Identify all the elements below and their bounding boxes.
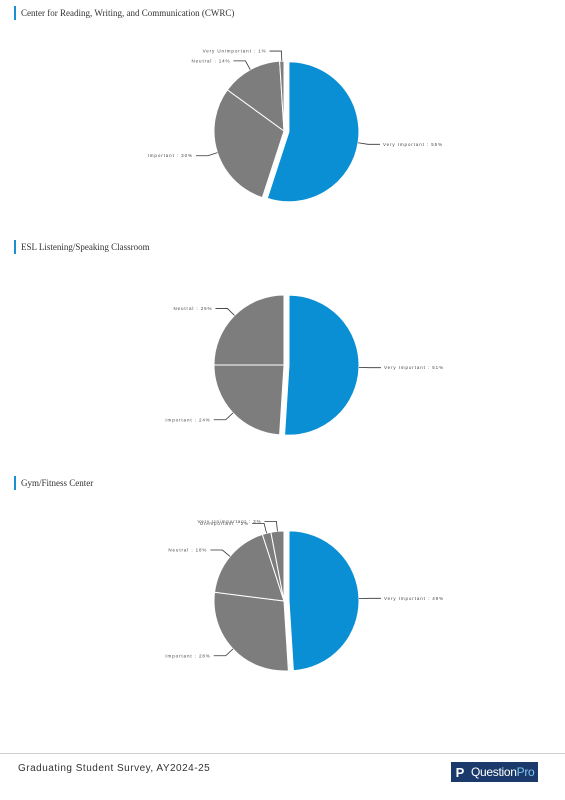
pie-slice-neutral <box>213 294 285 366</box>
slice-label-important: Important : 24% <box>165 417 210 422</box>
slice-label-very-important: Very Important : 51% <box>384 365 444 370</box>
leader-line-unimportant <box>252 523 267 534</box>
chart-title-cwrc: Center for Reading, Writing, and Communi… <box>14 6 234 20</box>
footer-divider <box>0 753 565 754</box>
pie-chart-gym: Very Important : 49% Important : 28% Neutr… <box>165 519 444 672</box>
pie-slice-very-important <box>284 294 360 436</box>
leader-line-important <box>213 412 234 421</box>
slice-label-very-important: Very Important : 55% <box>383 142 443 147</box>
leader-line-very-unimportant <box>269 50 283 62</box>
chart-title-gym: Gym/Fitness Center <box>14 476 93 490</box>
leader-line-very-important <box>358 142 380 145</box>
slice-label-neutral: Neutral : 14% <box>191 58 230 63</box>
slice-label-neutral: Neutral : 18% <box>168 548 207 553</box>
leader-line-neutral <box>233 60 251 70</box>
logo-text-pro: Pro <box>516 765 535 779</box>
slice-label-neutral: Neutral : 25% <box>173 306 212 311</box>
questionpro-logo: P QuestionPro <box>451 762 539 782</box>
pie-slice-important <box>213 364 285 436</box>
leader-line-neutral <box>210 549 231 557</box>
slice-label-important: Important : 28% <box>165 653 210 658</box>
pie-chart-cwrc: Very Important : 55% Important : 30% Neutr… <box>148 49 443 203</box>
logo-text: QuestionPro <box>469 762 539 782</box>
pie-slice-neutral <box>226 60 285 133</box>
slice-label-very-important: Very Important : 49% <box>384 596 444 601</box>
pie-slice-important <box>213 89 285 199</box>
logo-mark-icon: P <box>451 762 469 782</box>
leader-line-very-unimportant <box>264 520 278 532</box>
pie-slice-neutral <box>213 533 285 602</box>
footer-survey-title: Graduating Student Survey, AY2024-25 <box>18 763 211 774</box>
leader-line-important <box>213 648 234 657</box>
logo-text-question: Question <box>471 765 517 779</box>
pie-slice-very-important <box>266 61 360 203</box>
chart-section-cwrc: Center for Reading, Writing, and Communi… <box>0 6 565 226</box>
pie-slice-important <box>213 591 289 672</box>
leader-line-important <box>195 152 218 157</box>
chart-section-esl: ESL Listening/Speaking Classroom Very Im… <box>0 240 565 460</box>
slice-label-unimportant: Unimportant : 2% <box>200 521 249 526</box>
pie-slice-very-important <box>288 530 360 672</box>
chart-section-gym: Gym/Fitness Center Very Important : 49% I… <box>0 476 565 696</box>
slice-label-important: Important : 30% <box>148 153 193 158</box>
slice-label-very-unimportant: Very Unimportant : 3% <box>198 519 262 524</box>
slice-label-very-unimportant: Very Unimportant : 1% <box>203 49 267 54</box>
pie-chart-esl: Very Important : 51% Important : 24% Neutr… <box>165 294 444 436</box>
chart-title-esl: ESL Listening/Speaking Classroom <box>14 240 150 254</box>
leader-line-neutral <box>215 308 235 316</box>
